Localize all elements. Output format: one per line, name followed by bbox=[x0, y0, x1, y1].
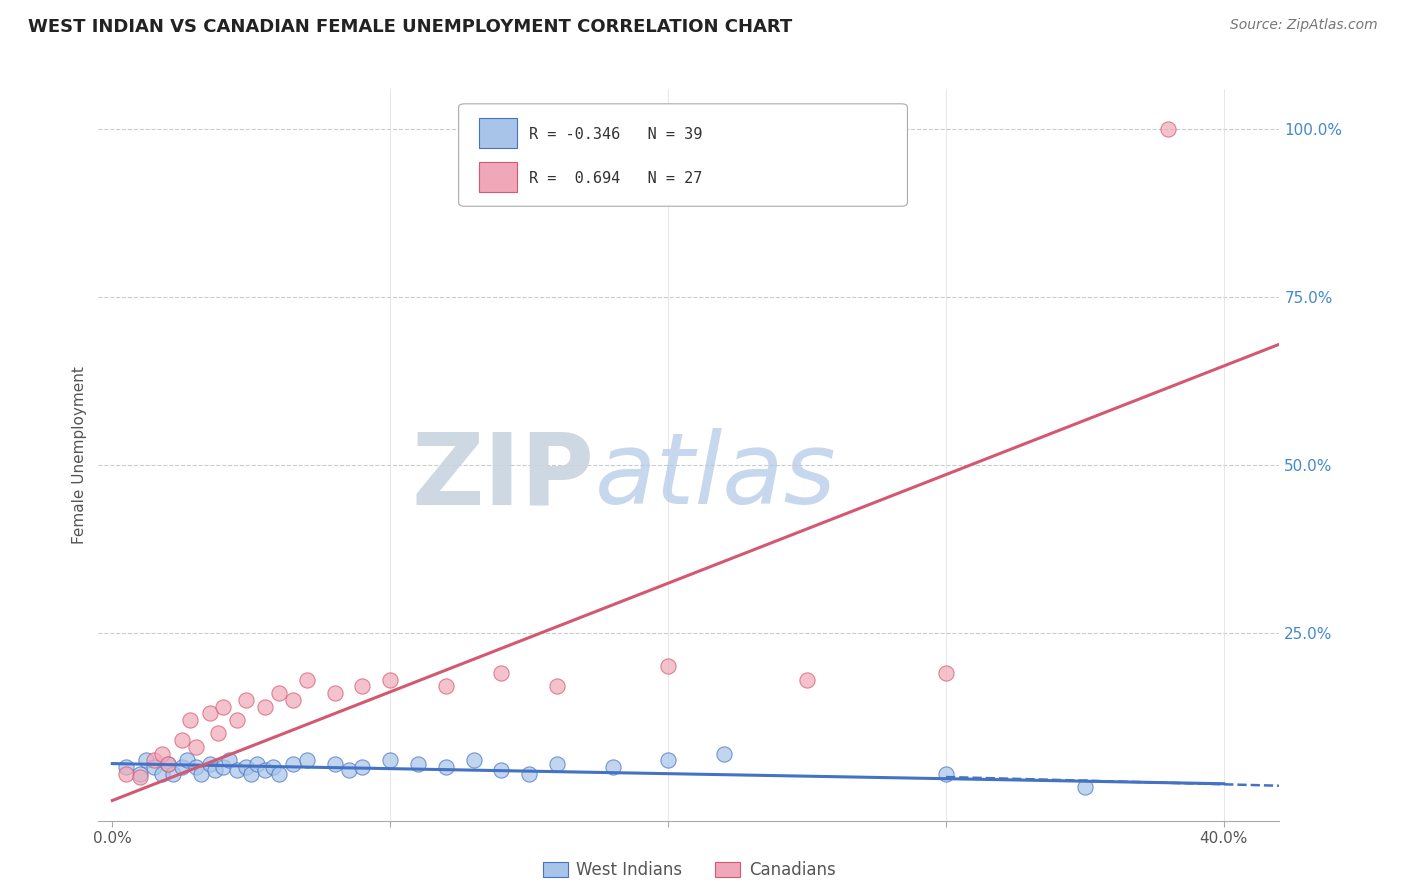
Point bbox=[184, 760, 207, 774]
Text: Source: ZipAtlas.com: Source: ZipAtlas.com bbox=[1230, 18, 1378, 32]
Point bbox=[254, 764, 277, 778]
Point bbox=[129, 770, 152, 784]
Point bbox=[337, 764, 360, 778]
Text: R =  0.694   N = 27: R = 0.694 N = 27 bbox=[530, 171, 703, 186]
Point bbox=[281, 756, 304, 771]
Point bbox=[226, 764, 249, 778]
Point bbox=[176, 753, 198, 767]
Point bbox=[657, 753, 679, 767]
Point bbox=[713, 747, 735, 761]
Text: WEST INDIAN VS CANADIAN FEMALE UNEMPLOYMENT CORRELATION CHART: WEST INDIAN VS CANADIAN FEMALE UNEMPLOYM… bbox=[28, 18, 793, 36]
Point bbox=[1074, 780, 1097, 794]
Legend: West Indians, Canadians: West Indians, Canadians bbox=[536, 855, 842, 886]
Point bbox=[295, 673, 318, 687]
Point bbox=[150, 766, 173, 780]
Point bbox=[218, 753, 240, 767]
Point bbox=[406, 756, 429, 771]
Point bbox=[267, 766, 290, 780]
Point bbox=[150, 747, 173, 761]
Point bbox=[115, 760, 138, 774]
Point bbox=[267, 686, 290, 700]
Point bbox=[434, 760, 457, 774]
Point bbox=[184, 739, 207, 754]
Point bbox=[352, 760, 374, 774]
Point bbox=[235, 693, 257, 707]
Point bbox=[281, 693, 304, 707]
Point bbox=[212, 760, 235, 774]
Point bbox=[129, 766, 152, 780]
Point bbox=[1157, 122, 1180, 136]
Point bbox=[235, 760, 257, 774]
Point bbox=[246, 756, 269, 771]
Point bbox=[323, 756, 346, 771]
Point bbox=[156, 756, 179, 771]
Point bbox=[212, 699, 235, 714]
Point bbox=[295, 753, 318, 767]
Point bbox=[190, 766, 212, 780]
FancyBboxPatch shape bbox=[478, 162, 516, 192]
Point bbox=[198, 706, 221, 721]
Y-axis label: Female Unemployment: Female Unemployment bbox=[72, 366, 87, 544]
FancyBboxPatch shape bbox=[478, 119, 516, 148]
Point bbox=[263, 760, 285, 774]
Point bbox=[170, 733, 193, 747]
Point bbox=[935, 665, 957, 680]
Text: atlas: atlas bbox=[595, 428, 837, 525]
Point bbox=[491, 665, 513, 680]
Point bbox=[143, 760, 166, 774]
Point bbox=[352, 680, 374, 694]
Point bbox=[602, 760, 624, 774]
Point bbox=[380, 673, 402, 687]
Point bbox=[115, 766, 138, 780]
Point bbox=[198, 756, 221, 771]
Text: R = -0.346   N = 39: R = -0.346 N = 39 bbox=[530, 127, 703, 142]
Point bbox=[170, 760, 193, 774]
FancyBboxPatch shape bbox=[458, 103, 907, 206]
Point bbox=[463, 753, 485, 767]
Point bbox=[546, 680, 568, 694]
Point bbox=[162, 766, 184, 780]
Point bbox=[546, 756, 568, 771]
Point bbox=[517, 766, 540, 780]
Point bbox=[254, 699, 277, 714]
Point bbox=[226, 713, 249, 727]
Point bbox=[323, 686, 346, 700]
Point bbox=[380, 753, 402, 767]
Point bbox=[143, 753, 166, 767]
Point bbox=[207, 726, 229, 740]
Point bbox=[179, 713, 201, 727]
Point bbox=[796, 673, 818, 687]
Point bbox=[935, 766, 957, 780]
Point bbox=[204, 764, 226, 778]
Point bbox=[434, 680, 457, 694]
Point bbox=[240, 766, 263, 780]
Point bbox=[156, 756, 179, 771]
Text: ZIP: ZIP bbox=[412, 428, 595, 525]
Point bbox=[657, 659, 679, 673]
Point bbox=[135, 753, 157, 767]
Point bbox=[491, 764, 513, 778]
